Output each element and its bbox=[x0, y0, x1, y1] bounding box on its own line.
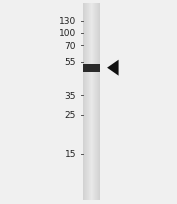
Text: 15: 15 bbox=[65, 150, 76, 159]
Bar bbox=[97, 4, 98, 200]
Bar bbox=[99, 4, 100, 200]
Bar bbox=[83, 4, 84, 200]
Bar bbox=[93, 4, 94, 200]
Bar bbox=[88, 4, 89, 200]
Bar bbox=[96, 4, 97, 200]
Bar bbox=[94, 4, 95, 200]
Bar bbox=[87, 4, 88, 200]
Text: 55: 55 bbox=[65, 58, 76, 67]
Text: 35: 35 bbox=[65, 91, 76, 100]
Bar bbox=[89, 4, 90, 200]
Bar bbox=[98, 4, 99, 200]
Text: 70: 70 bbox=[65, 41, 76, 50]
Bar bbox=[85, 4, 86, 200]
Text: 130: 130 bbox=[59, 17, 76, 26]
Bar bbox=[86, 4, 87, 200]
Bar bbox=[95, 4, 96, 200]
Text: 25: 25 bbox=[65, 111, 76, 120]
Bar bbox=[90, 4, 91, 200]
Polygon shape bbox=[107, 60, 119, 76]
Text: 100: 100 bbox=[59, 29, 76, 38]
Bar bbox=[92, 4, 93, 200]
Bar bbox=[91, 4, 92, 200]
Bar bbox=[83, 64, 100, 72]
Bar bbox=[84, 4, 85, 200]
